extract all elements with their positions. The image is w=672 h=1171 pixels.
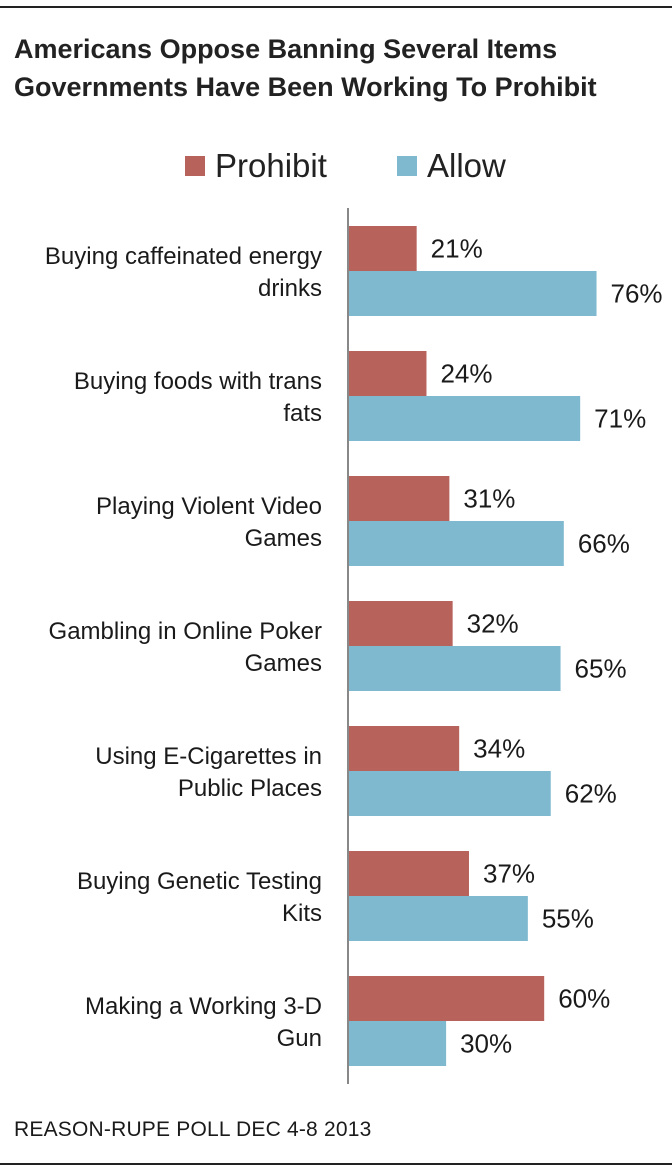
bar-chart: Buying caffeinated energy drinks 21% 76% Buy… xyxy=(45,208,663,1084)
category-4-allow-bar xyxy=(348,646,561,691)
legend-swatch-allow xyxy=(397,156,417,176)
category-2-allow-value: 71% xyxy=(594,404,646,434)
category-3-prohibit-value: 31% xyxy=(463,484,515,514)
category-1-label: Buying caffeinated energy drinks xyxy=(45,243,322,302)
category-6-prohibit-value: 37% xyxy=(483,859,535,889)
category-4-prohibit-bar xyxy=(348,601,453,646)
category-5-prohibit-bar xyxy=(348,726,460,771)
category-7-allow-bar xyxy=(348,1021,447,1066)
category-5-allow-bar xyxy=(348,771,551,816)
category-7-label: Making a Working 3-D Gun xyxy=(85,993,322,1052)
category-6-allow-value: 55% xyxy=(542,904,594,934)
legend-item-allow: Allow xyxy=(397,144,506,188)
category-7-prohibit-value: 60% xyxy=(558,984,610,1014)
category-6-label: Buying Genetic Testing Kits xyxy=(77,868,322,927)
category-3-allow-bar xyxy=(348,521,564,566)
source-note: REASON-RUPE POLL DEC 4-8 2013 xyxy=(14,1118,372,1141)
category-5-allow-value: 62% xyxy=(565,779,617,809)
top-rule xyxy=(0,6,672,8)
category-5-label: Using E-Cigarettes in Public Places xyxy=(95,743,322,802)
legend-label-prohibit: Prohibit xyxy=(215,147,327,184)
category-4-label: Gambling in Online Poker Games xyxy=(49,618,322,677)
category-4-prohibit-value: 32% xyxy=(467,609,519,639)
category-6-allow-bar xyxy=(348,896,528,941)
chart-title: Americans Oppose Banning Several Items G… xyxy=(14,34,597,102)
bottom-rule xyxy=(0,1163,672,1165)
category-2-prohibit-value: 24% xyxy=(440,359,492,389)
category-3-label: Playing Violent Video Games xyxy=(96,493,322,552)
legend-swatch-prohibit xyxy=(185,156,205,176)
category-1-allow-value: 76% xyxy=(611,279,663,309)
category-1-prohibit-value: 21% xyxy=(431,234,483,264)
category-1-prohibit-bar xyxy=(348,226,417,271)
category-7-prohibit-bar xyxy=(348,976,545,1021)
legend-item-prohibit: Prohibit xyxy=(185,144,327,188)
category-2-allow-bar xyxy=(348,396,581,441)
category-4-allow-value: 65% xyxy=(575,654,627,684)
category-2-prohibit-bar xyxy=(348,351,427,396)
legend-label-allow: Allow xyxy=(427,147,506,184)
category-2-label: Buying foods with trans fats xyxy=(74,368,322,427)
legend: Prohibit Allow xyxy=(0,144,672,188)
category-5-prohibit-value: 34% xyxy=(473,734,525,764)
category-3-prohibit-bar xyxy=(348,476,450,521)
category-7-allow-value: 30% xyxy=(460,1029,512,1059)
category-1-allow-bar xyxy=(348,271,597,316)
category-3-allow-value: 66% xyxy=(578,529,630,559)
category-6-prohibit-bar xyxy=(348,851,469,896)
